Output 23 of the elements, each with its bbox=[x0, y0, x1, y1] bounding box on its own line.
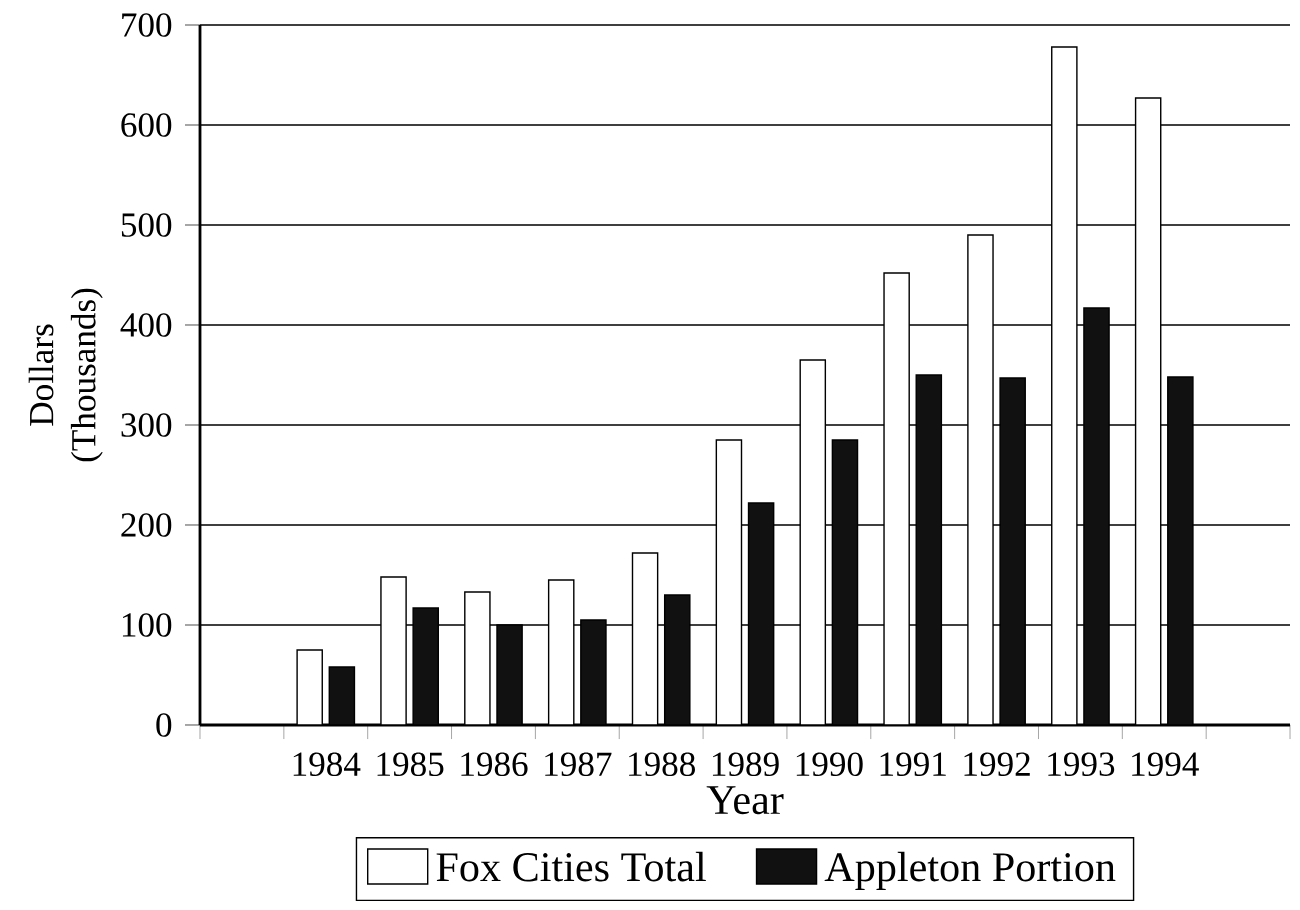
y-tick-label: 500 bbox=[121, 213, 172, 237]
x-tick-label: 1987 bbox=[545, 752, 612, 777]
x-tick-label: 1985 bbox=[377, 752, 444, 777]
y-tick-label: 0 bbox=[156, 713, 172, 737]
x-tick-label: 1989 bbox=[712, 752, 779, 777]
x-tick-label: 1990 bbox=[796, 752, 863, 777]
x-tick-label: 1994 bbox=[1132, 752, 1199, 777]
y-tick-label: 400 bbox=[120, 313, 172, 337]
y-tick-label: 100 bbox=[122, 613, 172, 637]
x-tick-label: 1992 bbox=[964, 752, 1030, 777]
x-tick-label: 1993 bbox=[1048, 752, 1115, 777]
y-tick-label: 700 bbox=[122, 13, 172, 37]
x-tick-label: 1984 bbox=[293, 752, 361, 777]
x-tick-label: 1986 bbox=[461, 752, 528, 777]
legend-label: Fox Cities Total bbox=[436, 851, 706, 882]
y-axis-title: Dollars (Thousands) bbox=[28, 288, 103, 462]
y-tick-label: 200 bbox=[121, 513, 172, 537]
x-axis-title: Year bbox=[706, 786, 784, 815]
legend-label: Appleton Portion bbox=[824, 851, 1116, 891]
y-tick-label: 300 bbox=[121, 413, 172, 437]
x-tick-label: 1988 bbox=[629, 752, 695, 777]
y-tick-label: 600 bbox=[121, 113, 172, 137]
x-tick-label: 1991 bbox=[880, 752, 946, 777]
